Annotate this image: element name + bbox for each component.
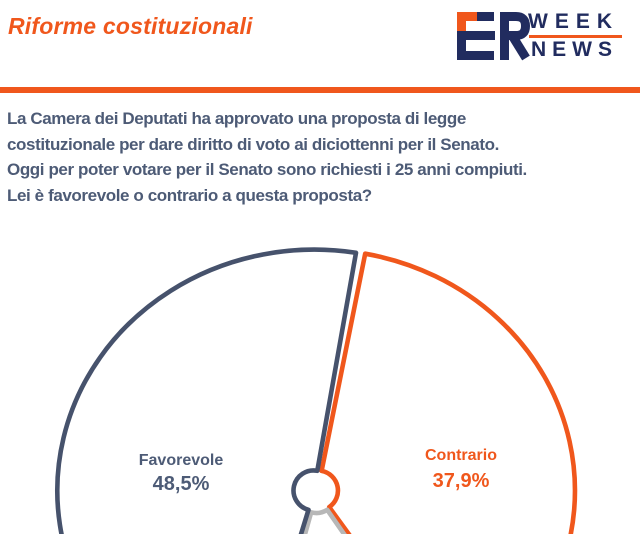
pie-slice-favorevole <box>55 247 359 534</box>
question-line: costituzionale per dare diritto di voto … <box>7 134 499 154</box>
question-line: Oggi per poter votare per il Senato sono… <box>7 160 527 179</box>
slice-value-favorevole: 48,5% <box>152 473 210 495</box>
page-title: Riforme costituzionali <box>8 13 253 39</box>
poll-question: La Camera dei Deputati ha approvato una … <box>7 106 639 208</box>
er-monogram-icon <box>457 12 531 61</box>
logo-news-text: NEWS <box>531 38 618 61</box>
brand-logo: WEEK NEWS <box>450 6 635 66</box>
question-line: Lei è favorevole o contrario a questa pr… <box>7 185 372 205</box>
slice-label-favorevole: Favorevole <box>138 452 224 469</box>
slice-value-contrario: 37,9% <box>432 470 490 492</box>
question-line: La Camera dei Deputati ha approvato una … <box>7 109 466 128</box>
slice-label-contrario: Contrario <box>425 447 497 464</box>
pie-slice-other <box>302 507 347 534</box>
header-divider-rule <box>0 87 640 93</box>
logo-divider-line <box>529 35 622 38</box>
logo-week-text: WEEK <box>528 10 619 33</box>
